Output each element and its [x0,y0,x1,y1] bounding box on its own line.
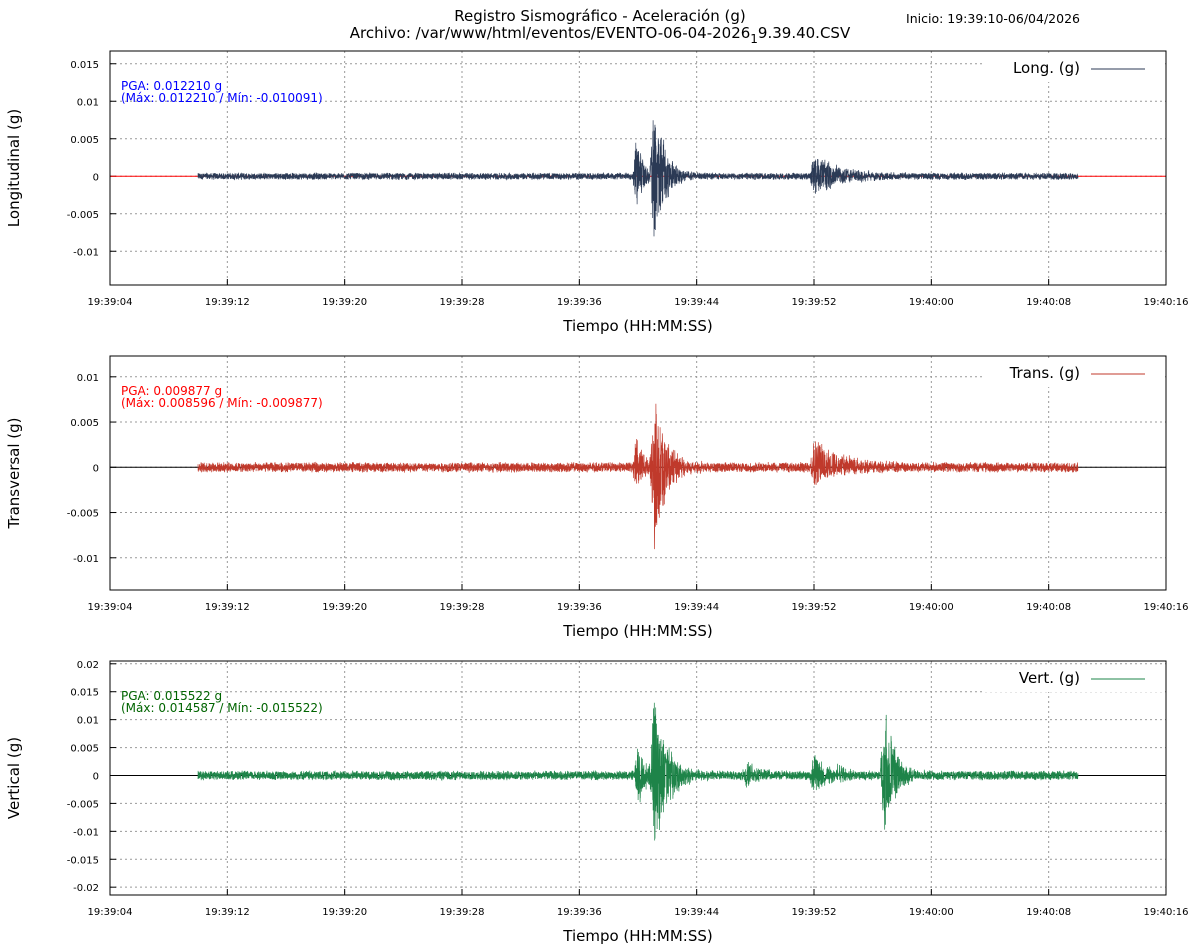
y-tick-label: 0.015 [70,688,99,699]
x-tick-label: 19:39:44 [674,602,719,613]
x-tick-label: 19:39:52 [792,602,837,613]
x-tick-label: 19:40:08 [1026,297,1071,308]
y-tick-label: 0.02 [77,660,99,671]
y-axis-label: Transversal (g) [5,417,23,529]
max-min-label: (Máx: 0.008596 / Mín: -0.009877) [121,396,323,410]
plot-frame [109,660,1167,896]
y-tick-label: -0.01 [73,827,99,838]
waveform-line [197,702,1079,841]
x-tick-label: 19:39:28 [440,907,485,918]
y-axis-label: Vertical (g) [5,737,23,819]
x-tick-label: 19:39:20 [322,297,367,308]
x-tick-label: 19:39:28 [440,602,485,613]
legend-label: Vert. (g) [1019,669,1080,687]
x-tick-label: 19:39:44 [674,297,719,308]
plot-frame [109,355,1167,591]
y-tick-label: -0.01 [73,247,99,258]
x-tick-label: 19:40:16 [1144,602,1189,613]
x-tick-label: 19:39:04 [88,907,133,918]
y-tick-label: -0.01 [73,554,99,565]
y-tick-label: 0.01 [77,97,99,108]
x-tick-label: 19:40:00 [909,297,954,308]
y-tick-label: 0 [93,172,99,183]
file-name: Archivo: /var/www/html/eventos/EVENTO-06… [350,24,851,46]
chart-title: Registro Sismográfico - Aceleración (g) [454,7,745,25]
y-tick-label: 0.005 [70,135,99,146]
waveform-line [197,403,1079,550]
x-tick-label: 19:40:16 [1144,297,1189,308]
x-tick-label: 19:39:04 [88,297,133,308]
pga-label: PGA: 0.015522 g [121,689,222,703]
x-tick-label: 19:39:36 [557,297,602,308]
y-tick-label: -0.005 [67,210,99,221]
x-tick-label: 19:39:12 [205,297,250,308]
x-tick-label: 19:39:28 [440,297,485,308]
x-tick-label: 19:39:36 [557,907,602,918]
x-tick-label: 19:39:12 [205,907,250,918]
x-tick-label: 19:39:52 [792,907,837,918]
y-tick-label: 0 [93,771,99,782]
y-tick-label: -0.005 [67,509,99,520]
y-tick-label: 0.01 [77,373,99,384]
x-tick-label: 19:39:20 [322,907,367,918]
y-tick-label: -0.02 [73,883,99,894]
plot-3: 19:39:04 19:39:12 19:39:20 19:39:28 19:39:36… [5,660,1188,945]
y-tick-label: 0.005 [70,744,99,755]
y-tick-label: -0.015 [67,855,99,866]
x-tick-label: 19:39:44 [674,907,719,918]
y-axis-label: Longitudinal (g) [5,109,23,227]
pga-label: PGA: 0.009877 g [121,384,222,398]
x-tick-label: 19:39:04 [88,602,133,613]
x-axis-label: Tiempo (HH:MM:SS) [562,622,712,640]
max-min-label: (Máx: 0.012210 / Mín: -0.010091) [121,91,323,105]
plot-2: 19:39:04 19:39:12 19:39:20 19:39:28 19:39:36… [5,355,1189,640]
x-tick-label: 19:39:12 [205,602,250,613]
max-min-label: (Máx: 0.014587 / Mín: -0.015522) [121,701,323,715]
y-tick-label: 0.01 [77,716,99,727]
x-axis-label: Tiempo (HH:MM:SS) [562,317,712,335]
x-tick-label: 19:40:08 [1026,907,1071,918]
x-axis-label: Tiempo (HH:MM:SS) [562,927,712,945]
x-tick-label: 19:40:08 [1026,602,1071,613]
x-tick-label: 19:39:20 [322,602,367,613]
plot-frame [109,50,1167,286]
start-time: Inicio: 19:39:10-06/04/2026 [906,11,1080,26]
waveform-line [197,120,1079,237]
y-tick-label: 0.005 [70,418,99,429]
pga-label: PGA: 0.012210 g [121,79,222,93]
legend-label: Trans. (g) [1009,364,1080,382]
y-tick-label: 0.015 [70,60,99,71]
legend-label: Long. (g) [1013,59,1080,77]
x-tick-label: 19:39:36 [557,602,602,613]
x-tick-label: 19:40:16 [1144,907,1189,918]
x-tick-label: 19:40:00 [909,602,954,613]
plot-1: 19:39:04 19:39:12 19:39:20 19:39:28 19:39:36… [5,50,1189,335]
y-tick-label: 0 [93,463,99,474]
x-tick-label: 19:39:52 [792,297,837,308]
y-tick-label: -0.005 [67,799,99,810]
x-tick-label: 19:40:00 [909,907,954,918]
